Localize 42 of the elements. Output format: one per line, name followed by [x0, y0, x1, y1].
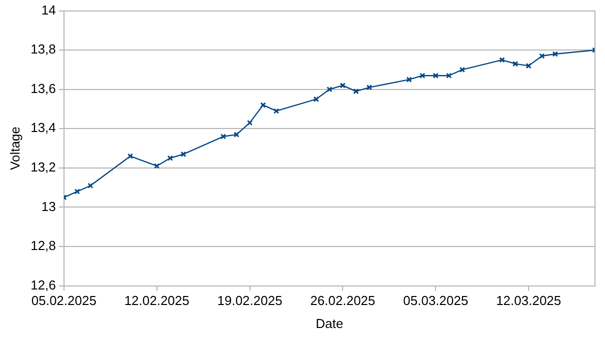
point	[260, 102, 266, 108]
x-tick-label: 12.03.2025	[496, 293, 562, 308]
y-tick-label: 12,8	[30, 238, 56, 254]
y-tick-label: 13,4	[30, 120, 56, 136]
y-tick-label: 12,6	[30, 277, 56, 292]
point	[340, 82, 346, 88]
point	[313, 96, 320, 102]
point	[74, 188, 80, 194]
point	[220, 134, 226, 140]
point	[234, 132, 240, 138]
point	[88, 182, 94, 188]
x-tick-label: 26.02.2025	[310, 293, 376, 308]
y-tick-label: 13	[41, 198, 56, 214]
point	[353, 88, 359, 94]
y-tick-label: 14	[41, 2, 56, 18]
point	[512, 60, 518, 67]
point	[459, 66, 466, 73]
x-tick-label: 05.02.2025	[31, 293, 96, 308]
point	[326, 86, 332, 92]
point	[127, 153, 134, 160]
x-tick-label: 12.02.2025	[124, 293, 190, 308]
x-axis-title: Date	[316, 316, 344, 331]
x-tick-label: 05.03.2025	[403, 293, 468, 308]
point	[539, 53, 545, 59]
point	[420, 72, 426, 78]
point	[406, 76, 412, 82]
y-axis-title: Voltage	[7, 126, 22, 170]
point	[366, 84, 372, 90]
y-tick-label: 13,2	[30, 160, 56, 175]
point	[499, 57, 505, 63]
point	[432, 72, 439, 78]
point	[552, 51, 558, 57]
point	[154, 163, 160, 169]
point	[167, 155, 173, 161]
y-tick-label: 13,8	[30, 42, 56, 57]
point	[273, 108, 280, 114]
point	[526, 62, 532, 69]
point	[246, 120, 253, 126]
point	[446, 72, 452, 78]
y-tick-label: 13,6	[30, 80, 56, 96]
x-tick-label: 19.02.2025	[217, 293, 282, 308]
point	[180, 151, 186, 158]
